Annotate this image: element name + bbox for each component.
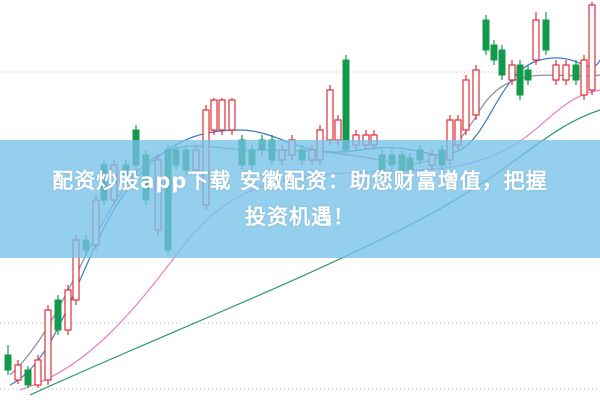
banner-line: 投资机遇！ (245, 205, 355, 229)
banner: 配资炒股app下载 安徽配资：助您财富增值，把握 投资机遇！ (0, 140, 600, 258)
banner-line: 配资炒股app下载 安徽配资：助您财富增值，把握 (52, 169, 548, 193)
